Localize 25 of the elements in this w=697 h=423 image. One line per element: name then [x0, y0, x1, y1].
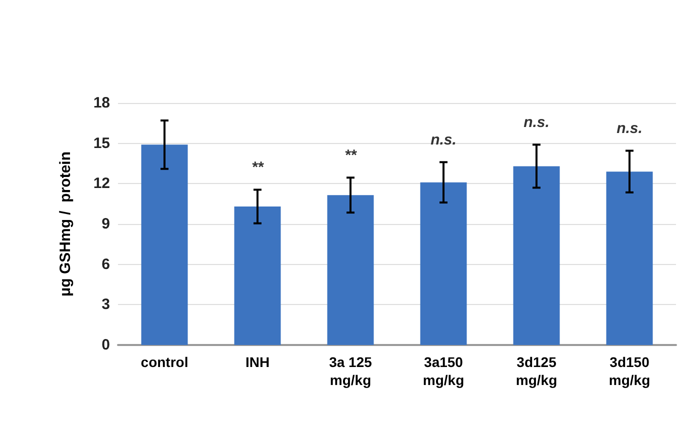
- y-tick-label: 9: [102, 216, 110, 232]
- bar: [234, 206, 281, 345]
- y-tick-label: 0: [102, 336, 110, 354]
- y-tick-label: 12: [93, 175, 110, 192]
- bar: [513, 166, 560, 345]
- x-tick-label: 3d150 mg/kg: [608, 354, 650, 388]
- annotation: n.s.: [524, 114, 550, 132]
- x-tick-label: control: [140, 354, 188, 370]
- y-axis-title: μg GSHmg / protein: [57, 151, 74, 297]
- bar: [327, 195, 374, 345]
- annotation: n.s.: [616, 120, 642, 138]
- y-tick-label: 3: [102, 296, 110, 314]
- y-tick-label: 15: [93, 134, 110, 152]
- x-tick-label: 3a 125 mg/kg: [329, 354, 372, 388]
- y-tick-label: 18: [93, 94, 110, 112]
- annotation: n.s.: [430, 132, 456, 149]
- x-tick-label: INH: [245, 354, 270, 370]
- x-tick-label: 3a150 mg/kg: [422, 354, 464, 388]
- bar: [606, 172, 653, 345]
- bar: [420, 182, 467, 345]
- bar: [141, 144, 188, 345]
- annotation: **: [252, 159, 264, 176]
- x-tick-label: 3d125 mg/kg: [516, 354, 558, 388]
- y-tick-label: 6: [102, 256, 110, 273]
- annotation: **: [344, 147, 358, 164]
